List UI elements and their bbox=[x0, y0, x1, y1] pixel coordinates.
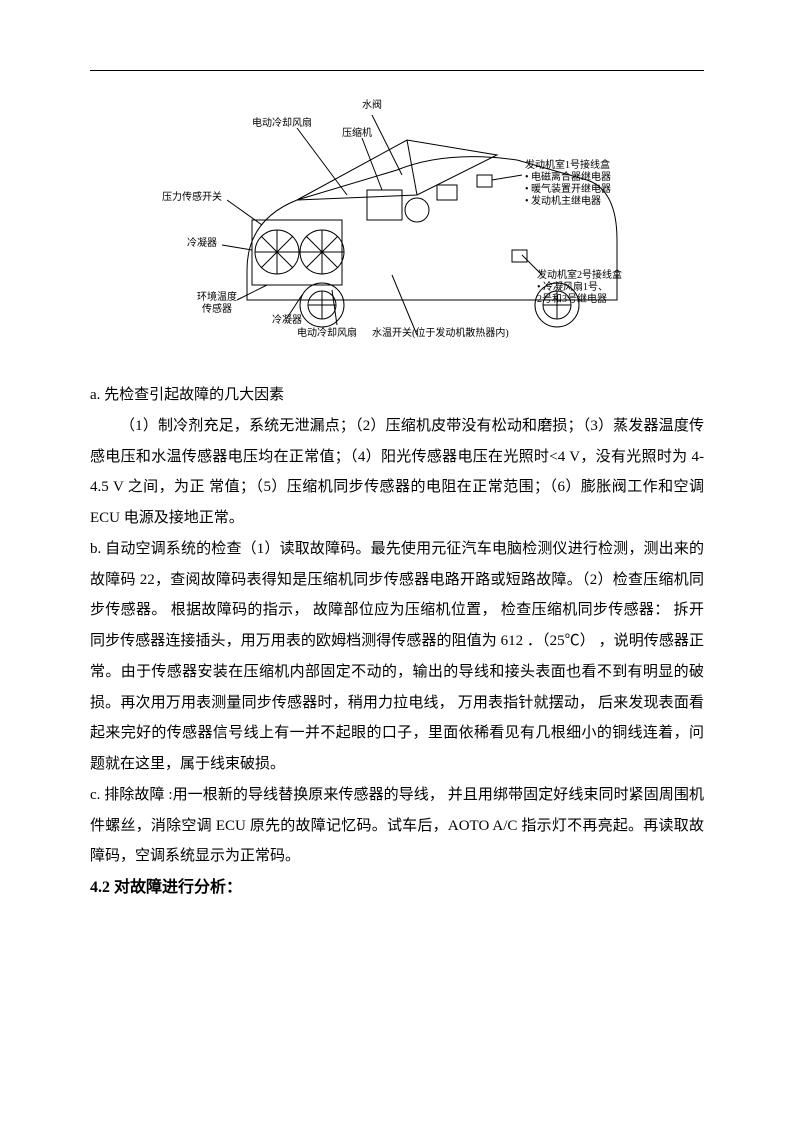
label-condenser-bottom: 冷凝器 bbox=[272, 315, 302, 327]
label-water-temp: 水温开关(位于发动机散热器内) bbox=[372, 328, 509, 340]
label-junction-box2-item1: • 冷凝风扇1号、 bbox=[537, 282, 608, 294]
label-water-valve: 水阀 bbox=[362, 100, 382, 112]
label-cooling-fan-top: 电动冷却风扇 bbox=[252, 118, 312, 130]
label-junction-box1-title: 发动机室1号接线盒 bbox=[525, 160, 610, 172]
label-temp-sensor: 环境温度 传感器 bbox=[197, 292, 237, 316]
label-junction-box1-item3: • 发动机主继电器 bbox=[525, 196, 601, 208]
section-4-2-heading: 4.2 对故障进行分析： bbox=[90, 872, 704, 905]
label-compressor: 压缩机 bbox=[342, 128, 372, 140]
label-junction-box1-item1: • 电磁离合器继电器 bbox=[525, 172, 611, 184]
label-pressure-switch: 压力传感开关 bbox=[162, 192, 222, 204]
label-condenser-left: 冷凝器 bbox=[187, 238, 217, 250]
main-content: a. 先检查引起故障的几大因素 （1）制冷剂充足，系统无泄漏点；（2）压缩机皮带… bbox=[90, 380, 704, 905]
diagram-container: 水阀 电动冷却风扇 压缩机 压力传感开关 冷凝器 环境温度 传感器 冷凝器 电动… bbox=[90, 100, 704, 355]
paragraph-1: （1）制冷剂充足，系统无泄漏点；（2）压缩机皮带没有松动和磨损；（3）蒸发器温度… bbox=[90, 411, 704, 534]
page-top-rule bbox=[90, 70, 704, 71]
label-junction-box2-item2: 2号和3号继电器 bbox=[537, 294, 607, 306]
section-b-paragraph: b. 自动空调系统的检查（1）读取故障码。最先使用元征汽车电脑检测仪进行检测，测… bbox=[90, 534, 704, 780]
car-engine-diagram: 水阀 电动冷却风扇 压缩机 压力传感开关 冷凝器 环境温度 传感器 冷凝器 电动… bbox=[167, 100, 627, 350]
section-a-heading: a. 先检查引起故障的几大因素 bbox=[90, 380, 704, 411]
section-c-paragraph: c. 排除故障 :用一根新的导线替换原来传感器的导线， 并且用绑带固定好线束同时… bbox=[90, 780, 704, 872]
label-junction-box2-title: 发动机室2号接线盒 bbox=[537, 270, 622, 282]
label-fan-bottom: 电动冷却风扇 bbox=[297, 328, 357, 340]
label-junction-box1-item2: • 暖气装置开继电器 bbox=[525, 184, 611, 196]
